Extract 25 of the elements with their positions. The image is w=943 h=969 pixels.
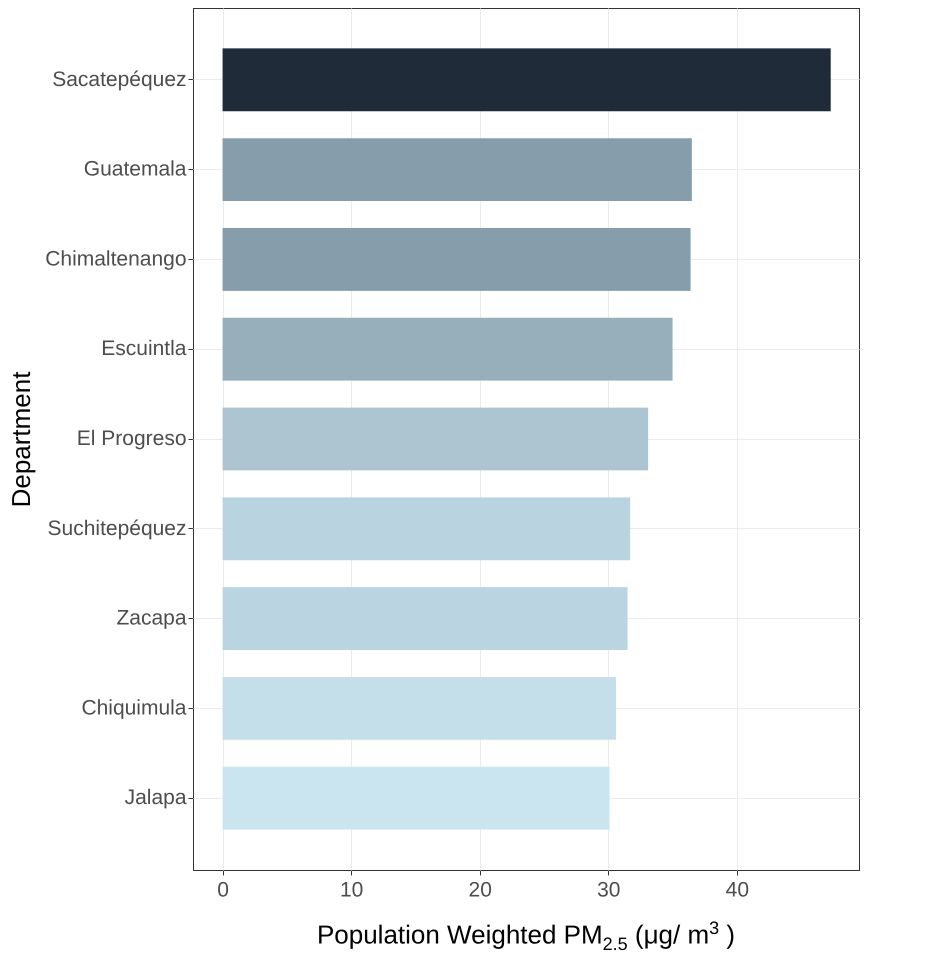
y-tick-label: Escuintla <box>101 337 187 360</box>
y-tick-label: Jalapa <box>124 786 187 810</box>
bar <box>222 138 692 202</box>
y-tick-label: El Progreso <box>76 427 186 450</box>
bar <box>222 318 673 381</box>
bar <box>222 587 628 650</box>
x-tick-label: 20 <box>468 878 492 902</box>
y-axis-title: Department <box>6 370 36 508</box>
y-tick-label: Zacapa <box>116 606 187 630</box>
y-tick-label: Chimaltenango <box>45 247 186 270</box>
y-tick-label: Suchitepéquez <box>48 516 186 540</box>
x-axis-title: Population Weighted PM$_{2.5}$ (μg/ m$^{3}$ ) <box>316 918 736 955</box>
y-tick-label: Guatemala <box>84 158 187 181</box>
bar <box>222 766 610 830</box>
bar <box>222 676 616 740</box>
bar <box>222 228 691 291</box>
x-tick-label: 40 <box>726 878 750 902</box>
bar <box>222 48 831 112</box>
x-tick-label: 30 <box>597 878 620 902</box>
y-tick-label: Chiquimula <box>81 696 187 720</box>
x-tick-label: 0 <box>217 878 229 902</box>
bar <box>222 497 630 560</box>
bar <box>222 408 648 470</box>
x-tick-label: 10 <box>340 878 364 902</box>
y-tick-label: Sacatepéquez <box>52 68 186 91</box>
